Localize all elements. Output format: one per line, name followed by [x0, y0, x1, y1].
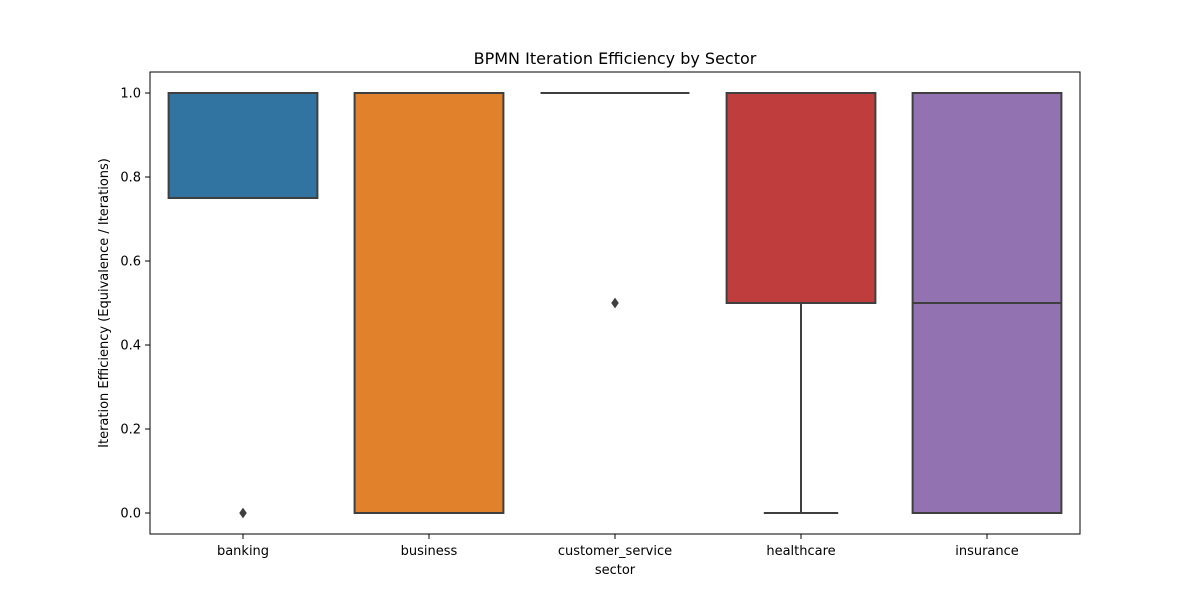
- y-tick-label-0: 0.0: [120, 507, 141, 522]
- x-tick-label-business: business: [401, 544, 458, 559]
- x-axis-label: sector: [595, 563, 636, 578]
- y-axis-label: Iteration Efficiency (Equivalence / Iter…: [97, 158, 112, 448]
- box-banking: [167, 92, 319, 199]
- y-tick-label-4: 0.8: [120, 171, 141, 186]
- box-business: [353, 92, 505, 514]
- y-tick-label-5: 1.0: [120, 87, 141, 102]
- y-tick-label-3: 0.6: [120, 255, 141, 270]
- x-tick-label-insurance: insurance: [955, 544, 1019, 559]
- y-tick-label-2: 0.4: [120, 339, 141, 354]
- x-tick-label-banking: banking: [217, 544, 269, 559]
- x-tick-label-customer-service: customer_service: [558, 544, 672, 559]
- plot-area: 0.0 0.2 0.4 0.6 0.8 1.0 banking business custome…: [120, 71, 1081, 559]
- y-tick-label-1: 0.2: [120, 423, 141, 438]
- outlier-customer-service-0: [611, 297, 619, 309]
- x-tick-label-healthcare: healthcare: [766, 544, 835, 559]
- outlier-banking-0: [239, 507, 247, 519]
- box-healthcare: [725, 92, 877, 304]
- chart-title: BPMN Iteration Efficiency by Sector: [474, 49, 757, 68]
